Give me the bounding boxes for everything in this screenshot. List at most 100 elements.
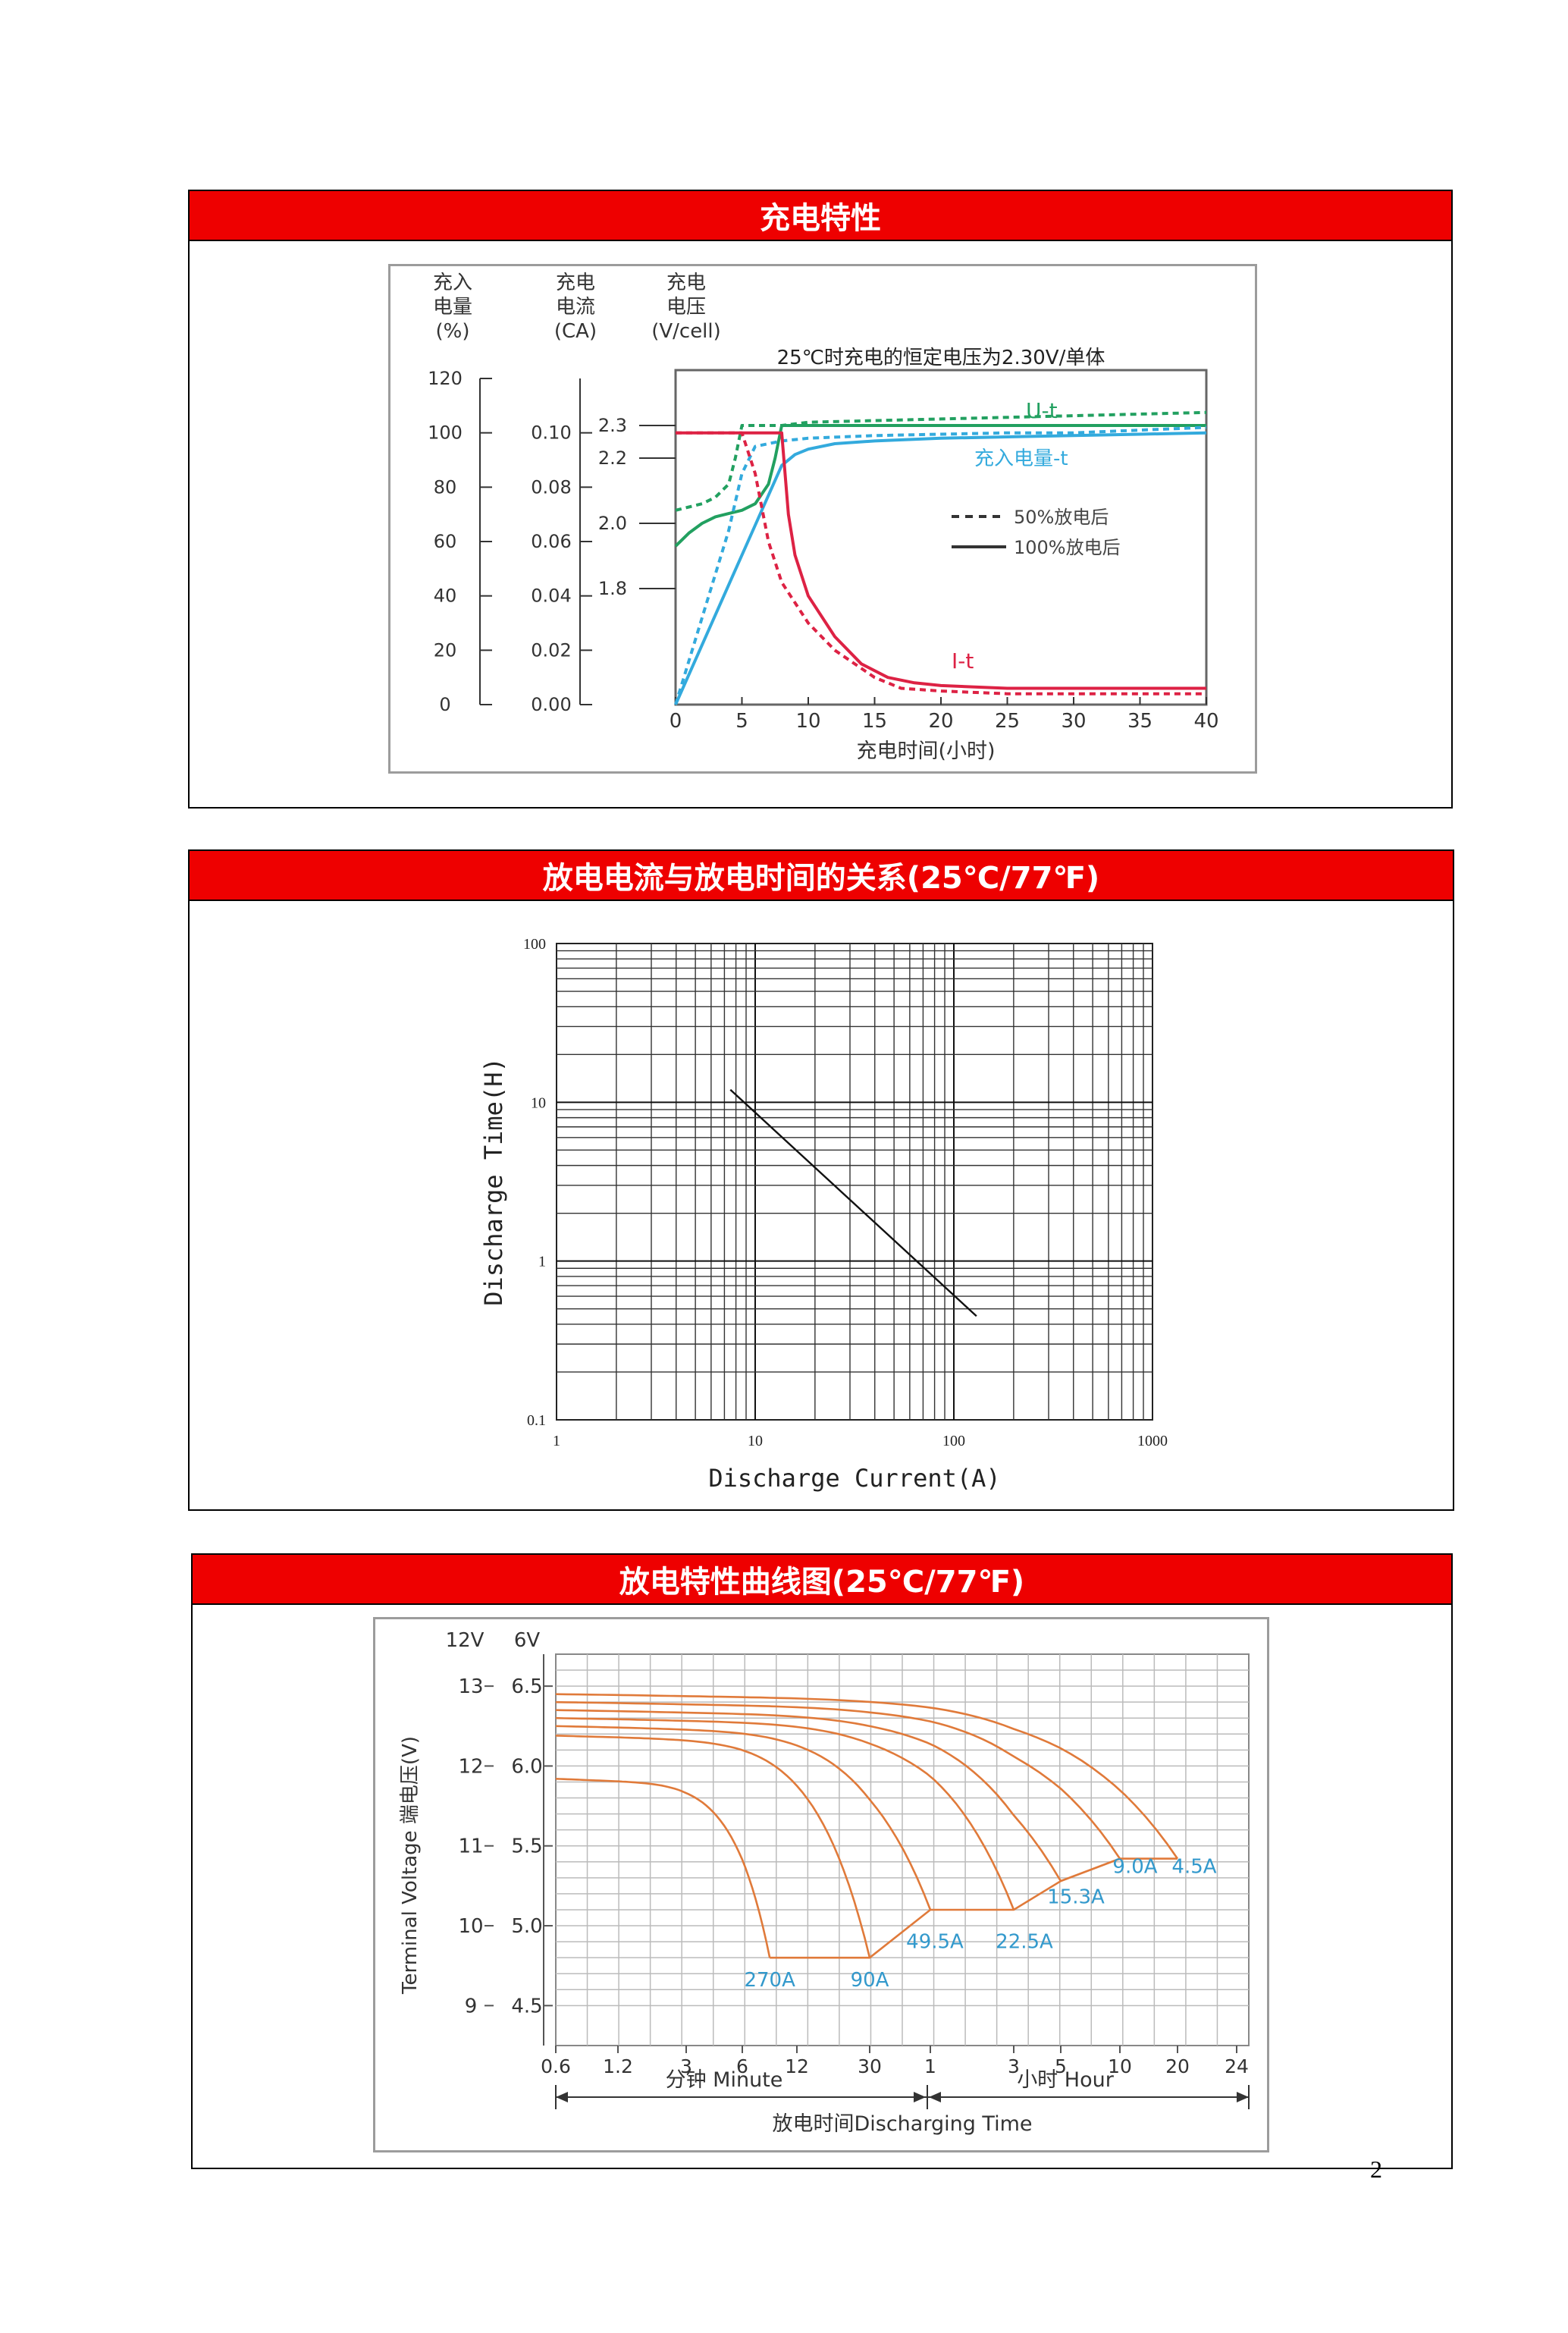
discharge-section-title: 放电特性曲线图(25℃/77℉) bbox=[193, 1555, 1451, 1605]
charge-current-tick-label: 0.06 bbox=[531, 531, 571, 552]
y-tick-label-12v: 11 bbox=[458, 1835, 483, 1858]
current-time-chart: 1 10 100 1000 100 10 1 0.1 Discharge Current(A) D… bbox=[479, 936, 1168, 1493]
charge-current-tick-label: 0.08 bbox=[531, 476, 571, 498]
charge-current-tick-label: 0.00 bbox=[531, 694, 571, 715]
y-axis-label: Terminal Voltage 端电压(V) bbox=[399, 1736, 422, 1995]
y-tick-label-6v: 6.0 bbox=[511, 1755, 542, 1778]
discharge-section: 放电特性曲线图(25℃/77℉) 12V 6V 6.5 13 6.0 12 5.5 11 5.0… bbox=[191, 1553, 1453, 2169]
y-unit-12v: 12V bbox=[446, 1629, 485, 1652]
y-tick-label: 100 bbox=[523, 936, 546, 953]
charge-x-tick-label: 20 bbox=[928, 710, 953, 733]
x-tick-label: 3 bbox=[1008, 2055, 1020, 2077]
charge-amount-tick-label: 40 bbox=[434, 586, 457, 607]
x-tick-label: 100 bbox=[942, 1433, 965, 1449]
charge-amount-tick-label: 0 bbox=[439, 694, 450, 715]
discharge-curve-label: 49.5A bbox=[906, 1931, 964, 1954]
charge-amount-tick-label: 20 bbox=[434, 639, 457, 661]
x-tick-label: 10 bbox=[1108, 2055, 1132, 2077]
x-tick-label: 1 bbox=[553, 1433, 560, 1449]
x-tick-label: 0.6 bbox=[541, 2055, 571, 2077]
y-tick-label-6v: 6.5 bbox=[511, 1675, 542, 1698]
x-tick-label: 24 bbox=[1225, 2055, 1249, 2077]
y-unit-6v: 6V bbox=[514, 1629, 541, 1652]
x-tick-label: 5 bbox=[1055, 2055, 1067, 2077]
y-tick-label-12v: 9 bbox=[465, 1995, 478, 2017]
charge-x-tick-label: 40 bbox=[1193, 710, 1218, 733]
charge-voltage-tick-label: 1.8 bbox=[598, 578, 627, 599]
charge-x-tick-label: 5 bbox=[735, 710, 748, 733]
charge-amount-axis-label-line: 充入 bbox=[433, 272, 472, 294]
y-tick-label: 0.1 bbox=[527, 1412, 546, 1429]
charge-series-line bbox=[676, 431, 1206, 690]
y-axis-label: Discharge Time(H) bbox=[479, 1057, 508, 1306]
charge-x-tick-label: 25 bbox=[995, 710, 1020, 733]
charge-series-line bbox=[674, 431, 1207, 705]
chart-title: 25℃时充电的恒定电压为2.30V/单体 bbox=[777, 347, 1105, 369]
discharge-curve-label: 270A bbox=[744, 1969, 795, 1992]
x-tick-label: 1000 bbox=[1137, 1433, 1168, 1449]
legend-entry-label: 100%放电后 bbox=[1014, 537, 1121, 558]
discharge-curve bbox=[555, 1725, 932, 1911]
discharge-curve-label: 15.3A bbox=[1047, 1886, 1105, 1909]
y-tick-label-12v: 13 bbox=[458, 1675, 483, 1698]
current-curve-label: I-t bbox=[952, 648, 974, 674]
hour-label: 小时 Hour bbox=[1017, 2068, 1115, 2092]
y-tick-label-6v: 5.0 bbox=[511, 1915, 542, 1938]
x-tick-label: 30 bbox=[858, 2055, 882, 2077]
discharge-curve-label: 90A bbox=[851, 1969, 889, 1992]
cutoff-voltage-line bbox=[770, 1857, 1178, 1959]
arrow-head-right bbox=[1237, 2092, 1249, 2102]
x-tick-label: 1.2 bbox=[603, 2055, 633, 2077]
discharge-curve-label: 9.0A bbox=[1112, 1856, 1157, 1879]
y-tick-label: 1 bbox=[538, 1254, 546, 1270]
charge-current-axis-label-line: 电流 bbox=[556, 296, 595, 319]
charge-x-tick-label: 10 bbox=[795, 710, 820, 733]
charge-amount-tick-label: 120 bbox=[428, 368, 463, 389]
charge-x-tick-label: 15 bbox=[862, 710, 887, 733]
legend-entry-label: 50%放电后 bbox=[1014, 507, 1109, 528]
y-tick-label: 10 bbox=[531, 1094, 546, 1111]
charge-voltage-axis-label-line: 充电 bbox=[666, 272, 706, 294]
discharge-chart-frame: 12V 6V 6.5 13 6.0 12 5.5 11 5.0 10 4.5 9 Terminal Vo… bbox=[373, 1617, 1269, 2152]
charge-x-tick-label: 30 bbox=[1061, 710, 1086, 733]
x-axis-label: Discharge Current(A) bbox=[708, 1464, 1000, 1493]
charge-voltage-axis-label-line: 电压 bbox=[666, 296, 706, 319]
charge-series-line bbox=[674, 425, 1207, 705]
charge-voltage-tick-label: 2.2 bbox=[598, 447, 627, 469]
current-time-section-title: 放电电流与放电时间的关系(25℃/77℉) bbox=[190, 851, 1453, 901]
discharge-curve bbox=[555, 1700, 1121, 1860]
charging-section: 充电特性 25℃时充电的恒定电压为2.30V/单体 充入 电量 (%) 充电 电流 (CA)… bbox=[188, 190, 1453, 809]
discharge-curve bbox=[555, 1716, 1015, 1911]
discharge-current-time-line bbox=[729, 1088, 977, 1317]
charging-section-title: 充电特性 bbox=[190, 191, 1451, 241]
charge-series-line bbox=[676, 431, 1206, 696]
current-time-section: 放电电流与放电时间的关系(25℃/77℉) 1 10 100 1000 100 10 1 0.… bbox=[188, 849, 1454, 1511]
charge-amount-tick-label: 60 bbox=[434, 531, 457, 552]
x-axis-label: 放电时间Discharging Time bbox=[772, 2112, 1032, 2136]
discharge-curve-label: 4.5A bbox=[1171, 1856, 1216, 1879]
arrow-head-hour-left bbox=[929, 2092, 941, 2102]
discharge-curve bbox=[555, 1693, 1179, 1860]
charge-x-tick-label: 35 bbox=[1127, 710, 1152, 733]
y-tick-label-6v: 5.5 bbox=[511, 1835, 542, 1858]
charge-amount-curve-label: 充入电量-t bbox=[974, 447, 1068, 470]
y-tick-label-6v: 4.5 bbox=[511, 1995, 542, 2017]
x-tick-label: 1 bbox=[924, 2055, 936, 2077]
x-tick-label: 20 bbox=[1165, 2055, 1190, 2077]
charge-amount-axis-label-line: 电量 bbox=[433, 296, 472, 319]
discharge-curve bbox=[555, 1709, 1062, 1882]
charge-current-axis-label-line: (CA) bbox=[554, 320, 597, 343]
minute-label: 分钟 Minute bbox=[666, 2068, 783, 2092]
discharge-curve-label: 22.5A bbox=[996, 1931, 1053, 1954]
y-tick-label-12v: 10 bbox=[458, 1915, 483, 1938]
plot-area-border bbox=[556, 943, 1153, 1421]
voltage-curve-label: U-t bbox=[1026, 398, 1058, 423]
charging-chart-frame: 25℃时充电的恒定电压为2.30V/单体 充入 电量 (%) 充电 电流 (CA) 充电 电压(… bbox=[388, 264, 1257, 774]
charge-amount-tick-label: 100 bbox=[428, 422, 463, 444]
charge-current-axis-label-line: 充电 bbox=[556, 272, 595, 294]
page-number: 2 bbox=[1370, 2156, 1382, 2183]
arrow-head-left bbox=[556, 2092, 568, 2102]
charge-current-tick-label: 0.10 bbox=[531, 422, 571, 444]
